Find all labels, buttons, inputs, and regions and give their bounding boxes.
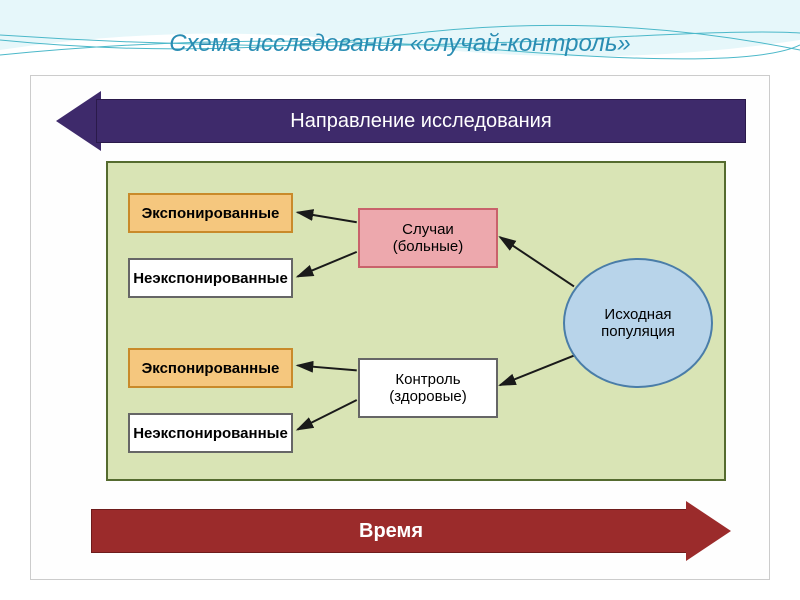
- edge-population-cases: [500, 237, 574, 286]
- diagram-panel: Экспонированные Неэкспонированные Экспонир…: [106, 161, 726, 481]
- node-exposed2: Экспонированные: [128, 348, 293, 388]
- slide-title: Схема исследования «случай-контроль»: [0, 30, 800, 58]
- edge-cases-exposed1: [298, 212, 357, 222]
- node-cases: Случаи (больные): [358, 208, 498, 268]
- node-control: Контроль (здоровые): [358, 358, 498, 418]
- edge-control-unexposed2: [298, 400, 357, 430]
- edge-cases-unexposed1: [298, 252, 357, 277]
- direction-arrow: Направление исследования: [56, 91, 746, 151]
- node-population: Исходная популяция: [563, 258, 713, 388]
- direction-arrow-label: Направление исследования: [96, 99, 746, 143]
- time-arrow-label: Время: [91, 509, 691, 553]
- edge-control-exposed2: [298, 365, 357, 370]
- edge-population-control: [500, 356, 574, 386]
- node-unexposed2: Неэкспонированные: [128, 413, 293, 453]
- time-arrow: Время: [91, 501, 731, 561]
- node-exposed1: Экспонированные: [128, 193, 293, 233]
- node-unexposed1: Неэкспонированные: [128, 258, 293, 298]
- diagram-container: Направление исследования Экспонированные…: [30, 75, 770, 580]
